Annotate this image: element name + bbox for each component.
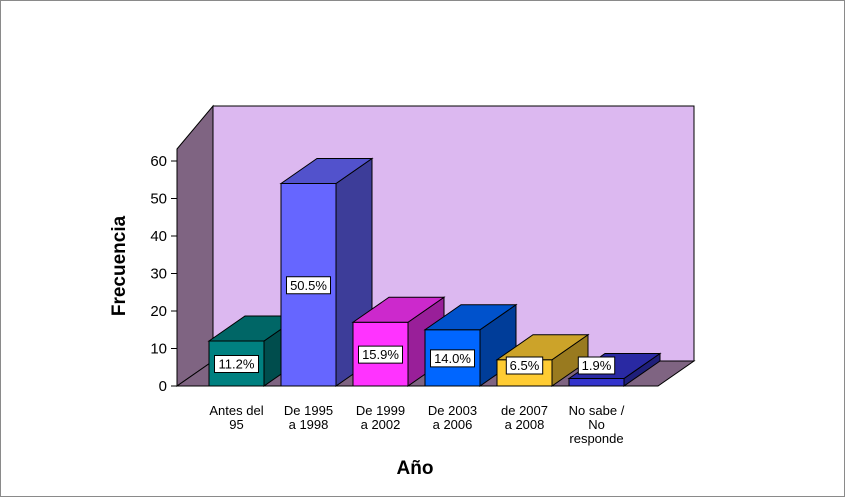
- data-label: 1.9%: [582, 358, 612, 373]
- category-label: a 2002: [361, 417, 401, 432]
- x-axis-title: Año: [397, 458, 434, 479]
- data-label: 6.5%: [510, 358, 540, 373]
- category-label: a 2008: [505, 417, 545, 432]
- y-axis-title: Frecuencia: [109, 215, 130, 316]
- y-tick-label: 10: [150, 341, 167, 358]
- category-label: No sabe /: [569, 403, 625, 418]
- side-wall: [176, 104, 214, 387]
- category-label: Antes del: [209, 403, 263, 418]
- data-label-box: [286, 276, 331, 295]
- category-label: De 2003: [428, 403, 477, 418]
- bar-top: [279, 158, 374, 184]
- data-label-box: [214, 355, 259, 373]
- data-label-box: [505, 356, 544, 375]
- data-label: 11.2%: [219, 357, 255, 372]
- category-label: De 1999: [356, 403, 405, 418]
- bar-top: [423, 304, 518, 331]
- data-label-box: [430, 349, 475, 368]
- bar-top: [351, 296, 446, 323]
- y-tick-label: 40: [150, 228, 167, 245]
- y-tick-label: 50: [150, 191, 167, 208]
- category-label: a 2006: [433, 417, 473, 432]
- data-label: 14.0%: [434, 351, 471, 366]
- category-label: responde: [569, 431, 623, 446]
- category-label: de 2007: [501, 403, 548, 418]
- y-tick-label: 20: [150, 303, 167, 320]
- category-label: No: [588, 417, 605, 432]
- y-tick-label: 30: [150, 266, 167, 283]
- y-tick-label: 0: [159, 378, 167, 395]
- data-label: 50.5%: [290, 278, 327, 293]
- data-label-box: [577, 356, 616, 375]
- category-label: De 1995: [284, 403, 333, 418]
- category-label: a 1998: [289, 417, 329, 432]
- data-label: 15.9%: [362, 347, 399, 362]
- bar-front: [568, 378, 625, 387]
- category-label: 95: [229, 417, 243, 432]
- y-tick-label: 60: [150, 153, 167, 170]
- data-label-box: [358, 345, 403, 364]
